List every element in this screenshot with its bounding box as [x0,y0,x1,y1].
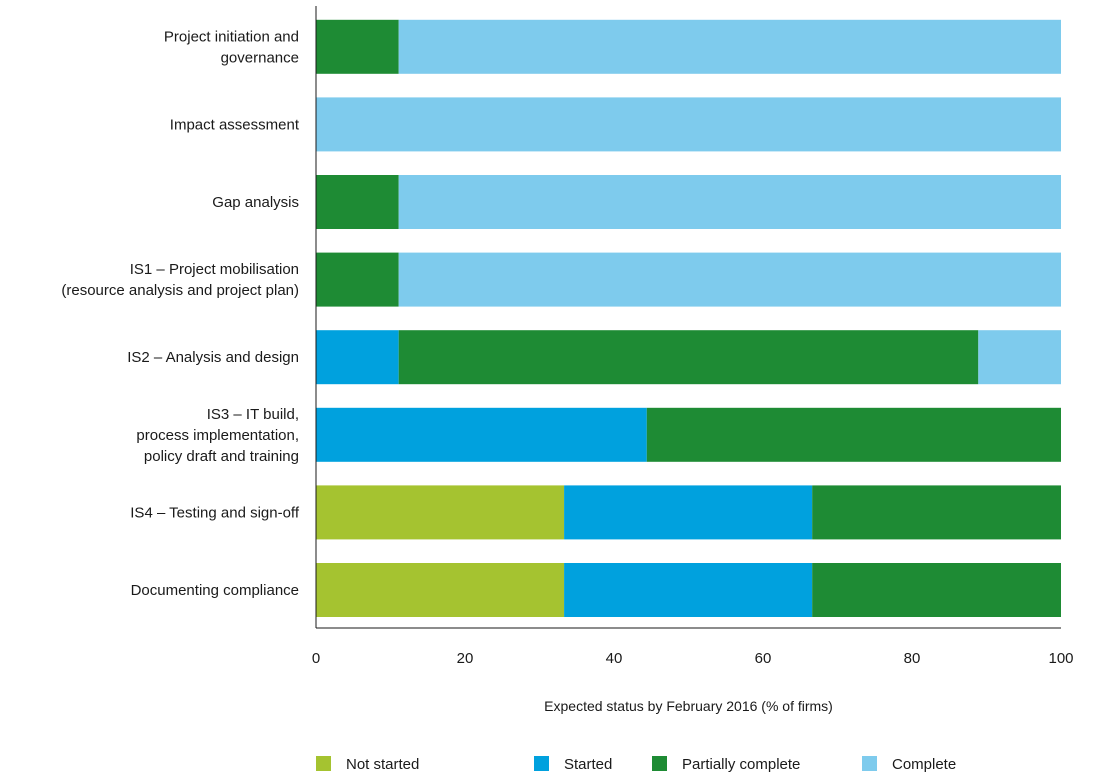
x-tick-label-3: 60 [755,650,772,667]
category-labels: Project initiation and governance Impact a… [61,28,299,599]
x-tick-label-1: 20 [457,650,474,667]
bar-segment-5-1 [316,407,647,462]
legend-swatch-1 [534,756,549,771]
legend-label-0: Not started [346,756,419,773]
category-label-line: (resource analysis and project plan) [61,282,299,299]
category-label-1: Impact assessment [170,116,300,133]
legend-label-2: Partially complete [682,756,800,773]
bar-segment-7-2 [812,563,1061,617]
category-label-4: IS2 – Analysis and design [127,349,299,366]
category-label-line: Impact assessment [170,116,300,133]
category-label-line: IS2 – Analysis and design [127,349,299,366]
bars-group [316,19,1061,617]
legend-swatch-2 [652,756,667,771]
category-label-line: policy draft and training [144,448,299,465]
x-tick-label-0: 0 [312,650,320,667]
legend-label-3: Complete [892,756,956,773]
x-tick-label-2: 40 [606,650,623,667]
bar-segment-7-1 [564,563,813,617]
category-label-0: Project initiation and governance [164,28,299,66]
bar-segment-2-2 [316,175,399,229]
category-label-line: IS4 – Testing and sign-off [130,504,300,521]
legend: Not started Started Partially complete Comp… [316,756,956,773]
category-label-6: IS4 – Testing and sign-off [130,504,300,521]
x-tick-label-5: 100 [1048,650,1073,667]
bar-segment-0-3 [398,19,1061,74]
bar-segment-4-2 [398,330,979,385]
category-label-2: Gap analysis [212,194,299,211]
bar-segment-1-3 [316,97,1061,152]
x-tick-labels: 0 20 40 60 80 100 [312,650,1074,667]
x-axis-title: Expected status by February 2016 (% of f… [544,698,833,714]
category-label-7: Documenting compliance [131,582,299,599]
x-tick-label-4: 80 [904,650,921,667]
bar-segment-6-0 [316,485,565,540]
bar-segment-2-3 [398,175,1061,229]
legend-swatch-0 [316,756,331,771]
category-label-line: IS3 – IT build, [207,406,299,423]
bar-segment-5-2 [646,407,1061,462]
category-label-line: IS1 – Project mobilisation [130,261,299,278]
bar-segment-3-2 [316,252,399,307]
category-label-line: Gap analysis [212,194,299,211]
category-label-5: IS3 – IT build, process implementation, po… [136,406,299,465]
category-label-line: Project initiation and [164,28,299,45]
bar-segment-4-1 [316,330,399,385]
bar-segment-4-3 [978,330,1061,385]
bar-segment-6-1 [564,485,813,540]
bar-segment-3-3 [398,252,1061,307]
legend-label-1: Started [564,756,612,773]
category-label-3: IS1 – Project mobilisation (resource anal… [61,261,299,299]
category-label-line: governance [221,49,299,66]
legend-swatch-3 [862,756,877,771]
category-label-line: Documenting compliance [131,582,299,599]
category-label-line: process implementation, [136,427,299,444]
bar-segment-6-2 [812,485,1061,540]
bar-segment-7-0 [316,563,565,617]
bar-segment-0-2 [316,19,399,74]
